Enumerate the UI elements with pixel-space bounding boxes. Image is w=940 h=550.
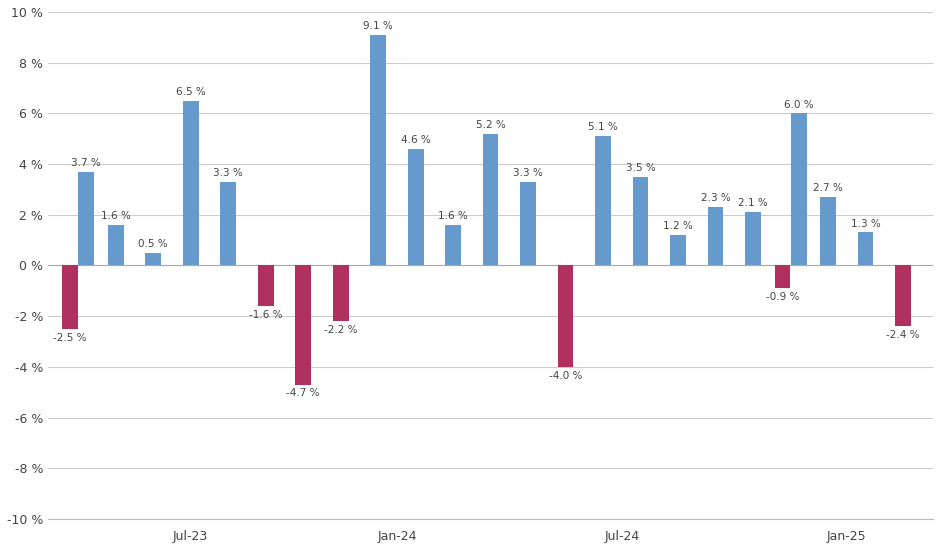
Text: 2.3 %: 2.3 % (700, 194, 730, 204)
Bar (595, 136, 611, 266)
Bar (408, 149, 424, 266)
Text: 2.7 %: 2.7 % (813, 183, 843, 193)
Text: 5.1 %: 5.1 % (588, 122, 618, 133)
Bar (633, 177, 649, 266)
Text: -1.6 %: -1.6 % (249, 310, 282, 320)
Text: 2.1 %: 2.1 % (738, 199, 768, 208)
Text: 1.3 %: 1.3 % (851, 219, 881, 229)
Text: 5.2 %: 5.2 % (476, 120, 506, 130)
Text: -4.0 %: -4.0 % (549, 371, 582, 381)
Bar (791, 113, 807, 266)
Bar (670, 235, 686, 266)
Bar (62, 266, 78, 329)
Text: 9.1 %: 9.1 % (363, 21, 393, 31)
Bar (370, 35, 386, 266)
Bar (446, 225, 461, 266)
Bar (895, 266, 911, 326)
Text: -2.2 %: -2.2 % (324, 325, 357, 335)
Bar (775, 266, 791, 288)
Text: -4.7 %: -4.7 % (287, 388, 320, 398)
Bar (483, 134, 498, 266)
Bar (821, 197, 836, 266)
Bar (108, 225, 123, 266)
Bar (182, 101, 198, 266)
Bar (557, 266, 573, 367)
Text: 1.6 %: 1.6 % (438, 211, 468, 221)
Bar (333, 266, 349, 321)
Bar (220, 182, 236, 266)
Bar (708, 207, 724, 266)
Bar (79, 172, 94, 266)
Bar (857, 233, 873, 266)
Text: 4.6 %: 4.6 % (400, 135, 431, 145)
Bar (520, 182, 536, 266)
Bar (146, 253, 161, 266)
Text: 3.3 %: 3.3 % (513, 168, 543, 178)
Text: 3.7 %: 3.7 % (71, 158, 102, 168)
Text: 0.5 %: 0.5 % (138, 239, 168, 249)
Text: -2.4 %: -2.4 % (886, 330, 920, 340)
Text: 1.2 %: 1.2 % (664, 221, 693, 231)
Bar (258, 266, 274, 306)
Text: -0.9 %: -0.9 % (766, 292, 799, 302)
Text: 6.5 %: 6.5 % (176, 87, 206, 97)
Text: 1.6 %: 1.6 % (101, 211, 131, 221)
Text: 3.3 %: 3.3 % (213, 168, 243, 178)
Bar (745, 212, 761, 266)
Text: 6.0 %: 6.0 % (784, 100, 814, 109)
Text: -2.5 %: -2.5 % (54, 333, 86, 343)
Text: 3.5 %: 3.5 % (626, 163, 655, 173)
Bar (295, 266, 311, 384)
